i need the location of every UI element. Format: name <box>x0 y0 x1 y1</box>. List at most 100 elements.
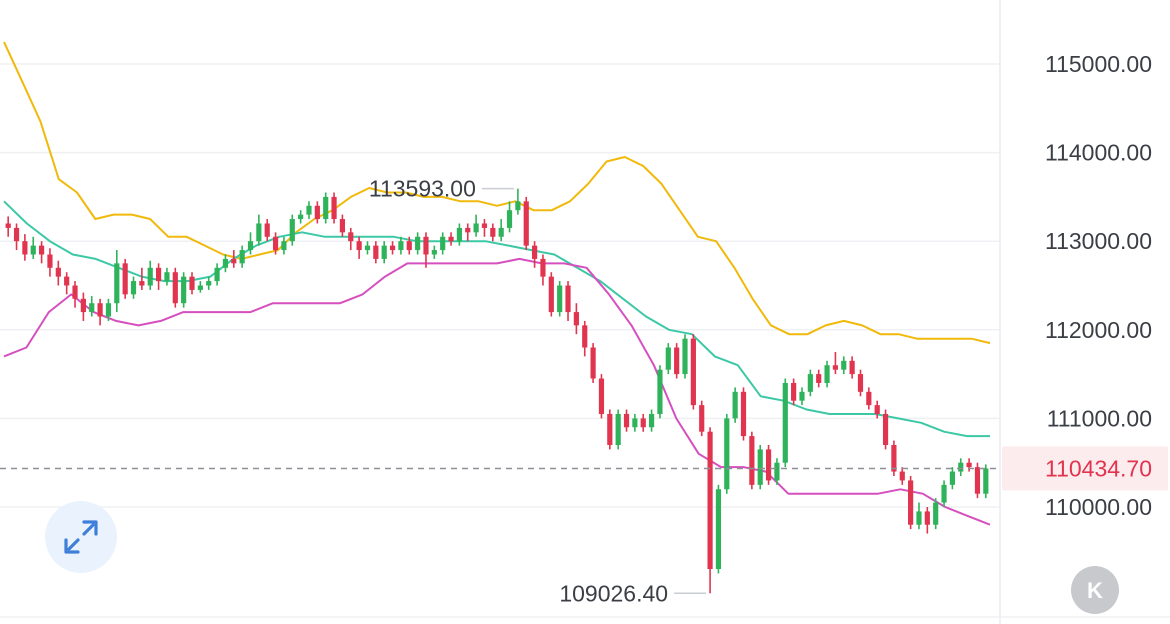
candle <box>440 232 446 255</box>
expand-button[interactable] <box>45 501 117 573</box>
candle <box>674 343 680 379</box>
candle <box>799 387 805 406</box>
candle <box>682 334 688 379</box>
candle <box>381 241 387 264</box>
candle <box>582 320 588 357</box>
candle <box>557 281 563 317</box>
candle <box>774 458 780 485</box>
candle <box>699 400 705 437</box>
candle <box>632 413 638 432</box>
candle <box>657 365 663 419</box>
candle <box>749 431 755 490</box>
candle <box>298 210 304 224</box>
candle <box>832 351 839 375</box>
candle <box>816 369 822 388</box>
bollinger-bands <box>3 41 991 526</box>
candle <box>540 254 546 286</box>
candle <box>55 260 61 286</box>
candle <box>264 219 270 242</box>
middle-band-line <box>3 200 990 438</box>
candle <box>30 236 36 259</box>
candle <box>339 214 346 237</box>
candle <box>866 387 872 410</box>
candle <box>172 267 178 308</box>
candle <box>648 409 655 432</box>
candle <box>39 241 45 264</box>
candle <box>331 192 337 224</box>
candle <box>565 281 571 321</box>
candle <box>665 343 671 375</box>
low-annotation: 109026.40 <box>559 580 707 606</box>
candle <box>498 219 504 242</box>
candle <box>473 214 479 237</box>
candle <box>506 201 513 233</box>
candle <box>607 409 613 450</box>
candle <box>139 267 145 290</box>
candle <box>289 214 295 246</box>
candle <box>958 458 964 476</box>
candle <box>715 484 722 574</box>
candle <box>899 467 905 485</box>
k-icon: K <box>1087 578 1103 603</box>
candle <box>983 464 989 499</box>
candle <box>323 192 329 224</box>
kline-button[interactable]: K <box>1071 566 1119 614</box>
candle <box>573 303 579 335</box>
candle <box>231 250 237 268</box>
candle <box>933 498 939 530</box>
candle <box>598 374 605 419</box>
candle <box>389 241 396 255</box>
candle <box>782 378 788 468</box>
candle <box>724 413 730 494</box>
candle <box>456 223 462 246</box>
candle <box>130 276 137 299</box>
expand-arrows-icon <box>64 520 98 554</box>
candle <box>757 444 763 490</box>
candle <box>415 232 421 255</box>
candle <box>765 444 772 485</box>
high-annotation: 113593.00 <box>369 176 514 202</box>
y-tick-label: 112000.00 <box>1045 317 1152 343</box>
candle <box>364 241 371 255</box>
candle <box>423 232 429 268</box>
candle <box>849 356 855 379</box>
candle <box>114 250 120 313</box>
candle <box>640 413 646 432</box>
candle <box>155 263 162 290</box>
candle <box>824 360 830 388</box>
candle <box>147 260 153 290</box>
candle <box>72 281 78 308</box>
candle <box>882 409 889 450</box>
candle <box>807 369 813 397</box>
grid-lines <box>0 63 1170 618</box>
candle <box>306 201 312 220</box>
candle <box>373 241 379 264</box>
candle <box>515 188 521 215</box>
lower-band-line <box>3 257 991 526</box>
candle <box>523 196 529 251</box>
candle <box>272 232 279 255</box>
candle <box>916 502 922 530</box>
candle <box>122 258 128 299</box>
candle <box>615 409 621 450</box>
candle <box>732 387 738 423</box>
high-annotation-label: 113593.00 <box>369 176 476 202</box>
candle <box>874 400 880 419</box>
candle <box>490 223 496 242</box>
current-price-label: 110434.70 <box>1045 455 1152 481</box>
candle <box>181 272 187 308</box>
candle <box>105 298 112 321</box>
svg-text:K: K <box>1087 578 1103 603</box>
candle <box>924 507 930 534</box>
candle <box>47 248 53 277</box>
candle <box>891 440 897 476</box>
candle <box>22 234 28 261</box>
candle <box>64 272 70 295</box>
candle <box>197 281 203 293</box>
candle <box>949 467 955 490</box>
y-tick-label: 111000.00 <box>1047 405 1152 431</box>
candle <box>356 236 362 259</box>
candle <box>348 227 354 251</box>
y-tick-label: 110000.00 <box>1045 494 1152 520</box>
